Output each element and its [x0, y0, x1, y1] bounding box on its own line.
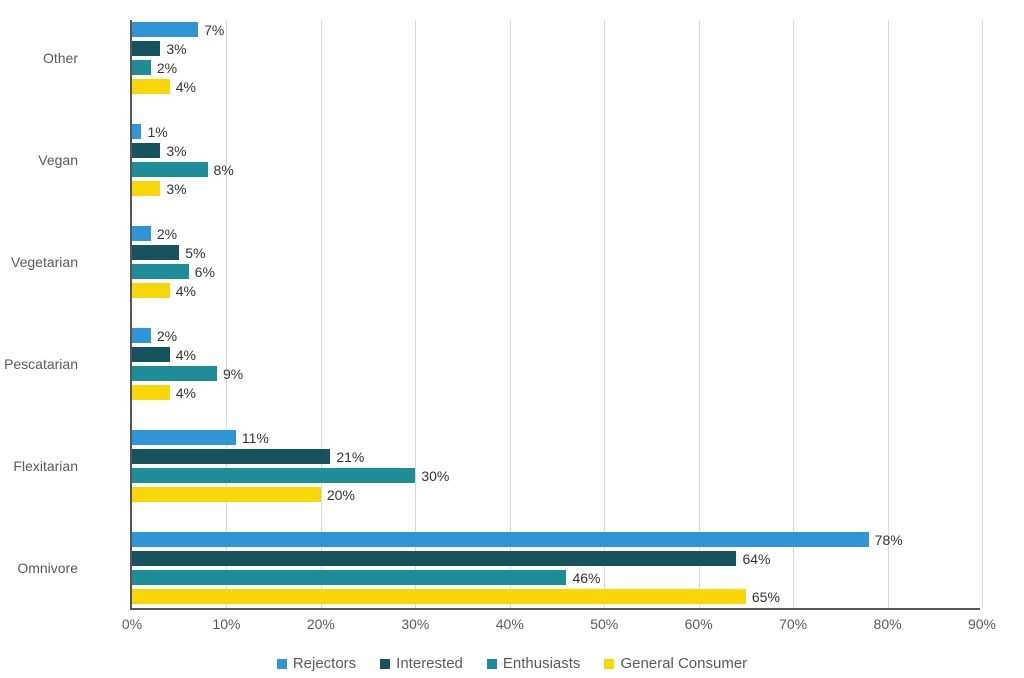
legend-label: Enthusiasts — [503, 655, 581, 672]
y-tick-label: Vegan — [38, 152, 78, 168]
bar-value-label: 8% — [208, 162, 234, 178]
bar — [132, 532, 869, 547]
bar-value-label: 4% — [170, 79, 196, 95]
legend-item: Enthusiasts — [487, 655, 581, 672]
bar-value-label: 9% — [217, 366, 243, 382]
legend: Rejectors Interested Enthusiasts General Co… — [0, 655, 1024, 672]
x-tick-label: 90% — [968, 616, 996, 632]
legend-label: Interested — [396, 655, 463, 672]
bar-value-label: 64% — [736, 551, 770, 567]
y-tick-label: Pescatarian — [4, 356, 78, 372]
plot-area: 0%10%20%30%40%50%60%70%80%90%78%64%46%65… — [130, 20, 980, 610]
bar — [132, 143, 160, 158]
gridline — [982, 20, 983, 608]
bar — [132, 385, 170, 400]
x-tick-label: 50% — [590, 616, 618, 632]
bar-value-label: 2% — [151, 60, 177, 76]
bar — [132, 124, 141, 139]
bar — [132, 430, 236, 445]
gridline — [510, 20, 511, 608]
y-tick-label: Omnivore — [17, 560, 78, 576]
bar-value-label: 5% — [179, 245, 205, 261]
bar-value-label: 30% — [415, 468, 449, 484]
x-tick-label: 40% — [496, 616, 524, 632]
x-tick-label: 30% — [401, 616, 429, 632]
legend-label: Rejectors — [293, 655, 356, 672]
legend-item: General Consumer — [604, 655, 747, 672]
x-tick-label: 10% — [212, 616, 240, 632]
bar — [132, 366, 217, 381]
bar-value-label: 4% — [170, 347, 196, 363]
bar — [132, 347, 170, 362]
bar-value-label: 3% — [160, 41, 186, 57]
x-tick-label: 60% — [685, 616, 713, 632]
x-tick-label: 80% — [874, 616, 902, 632]
legend-swatch — [487, 659, 497, 669]
bar-value-label: 3% — [160, 181, 186, 197]
bar — [132, 162, 208, 177]
bar — [132, 41, 160, 56]
bar — [132, 570, 566, 585]
bar-value-label: 4% — [170, 283, 196, 299]
x-tick-label: 20% — [307, 616, 335, 632]
gridline — [699, 20, 700, 608]
bar-value-label: 46% — [566, 570, 600, 586]
bar — [132, 589, 746, 604]
bar-value-label: 20% — [321, 487, 355, 503]
bar-value-label: 65% — [746, 589, 780, 605]
gridline — [888, 20, 889, 608]
bar-value-label: 21% — [330, 449, 364, 465]
legend-item: Interested — [380, 655, 463, 672]
chart-container: 0% 10% 20% 30% 40% 50% 60% 70% 80% 90% 78% 64% 46% 65… — [0, 0, 1024, 678]
y-tick-label: Other — [43, 50, 78, 66]
bar — [132, 264, 189, 279]
bar-value-label: 4% — [170, 385, 196, 401]
gridline — [226, 20, 227, 608]
bar-value-label: 1% — [141, 124, 167, 140]
gridline — [415, 20, 416, 608]
bar-value-label: 78% — [869, 532, 903, 548]
bar — [132, 449, 330, 464]
bar — [132, 487, 321, 502]
bar — [132, 226, 151, 241]
bar-value-label: 6% — [189, 264, 215, 280]
y-tick-label: Vegetarian — [11, 254, 78, 270]
gridline — [321, 20, 322, 608]
bar — [132, 60, 151, 75]
bar — [132, 22, 198, 37]
bar — [132, 468, 415, 483]
bar-value-label: 3% — [160, 143, 186, 159]
bar — [132, 551, 736, 566]
bar-value-label: 7% — [198, 22, 224, 38]
x-tick-label: 0% — [122, 616, 142, 632]
y-tick-label: Flexitarian — [13, 458, 78, 474]
gridline — [604, 20, 605, 608]
legend-label: General Consumer — [620, 655, 747, 672]
bar-value-label: 2% — [151, 226, 177, 242]
bar-value-label: 2% — [151, 328, 177, 344]
gridline — [793, 20, 794, 608]
bar — [132, 245, 179, 260]
legend-swatch — [380, 659, 390, 669]
x-tick-label: 70% — [779, 616, 807, 632]
legend-item: Rejectors — [277, 655, 356, 672]
bar-value-label: 11% — [236, 430, 269, 446]
legend-swatch — [277, 659, 287, 669]
bar — [132, 79, 170, 94]
bar — [132, 283, 170, 298]
bar — [132, 328, 151, 343]
legend-swatch — [604, 659, 614, 669]
bar — [132, 181, 160, 196]
